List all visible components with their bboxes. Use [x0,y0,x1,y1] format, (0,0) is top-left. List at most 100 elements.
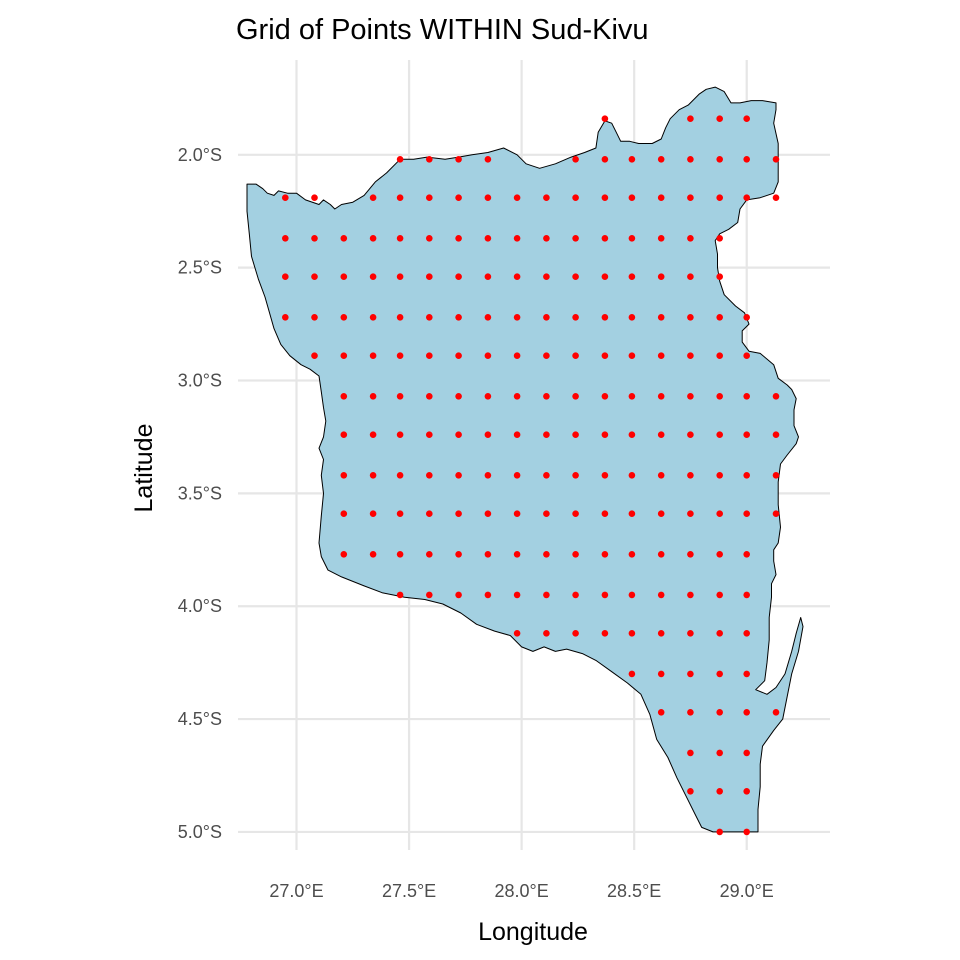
grid-point [716,472,723,479]
grid-point [311,194,318,201]
grid-point [572,235,579,242]
grid-point [311,314,318,321]
grid-point [340,352,348,360]
grid-point [426,431,433,439]
grid-point [628,273,636,281]
grid-point [716,510,723,517]
grid-point [455,314,462,321]
grid-point [601,591,609,599]
grid-point [716,551,723,558]
grid-point [484,314,492,321]
grid-point [743,709,750,716]
grid-point [687,156,694,163]
grid-point [601,156,609,163]
grid-point [772,194,780,201]
grid-point [657,273,665,281]
grid-point [628,352,636,360]
grid-point [513,630,521,637]
grid-point [628,510,636,517]
grid-point [657,352,665,360]
grid-point [743,472,750,479]
grid-point [369,431,377,439]
grid-point [743,749,750,757]
grid-point [716,749,723,757]
grid-point [657,510,665,517]
grid-point [628,630,636,637]
grid-point [628,314,636,321]
grid-point [657,630,665,637]
grid-point [743,352,750,360]
grid-point [628,393,636,400]
grid-point [513,352,521,360]
grid-point [572,314,579,321]
grid-point [572,352,579,360]
grid-point [687,115,694,122]
grid-point [601,235,609,242]
grid-point [455,591,462,599]
grid-point [657,551,665,558]
grid-point [687,314,694,321]
y-axis-ticks: 2.0°S 2.5°S 3.0°S 3.5°S 4.0°S 4.5°S 5.0°S [178,145,222,842]
grid-point [484,472,492,479]
grid-point [772,393,780,400]
grid-point [772,510,780,517]
grid-point [772,709,780,716]
grid-point [687,630,694,637]
grid-point [743,630,750,637]
grid-point [484,156,492,163]
grid-point [513,591,521,599]
grid-point [455,235,462,242]
grid-point [513,472,521,479]
grid-point [484,510,492,517]
grid-point [369,235,377,242]
grid-point [628,235,636,242]
grid-point [657,670,665,678]
grid-point [369,194,377,201]
grid-point [572,630,579,637]
grid-point [601,352,609,360]
grid-point [716,709,723,716]
grid-point [484,591,492,599]
grid-point [455,352,462,360]
grid-point [513,551,521,558]
x-axis-ticks: 27.0°E 27.5°E 28.0°E 28.5°E 29.0°E [269,881,773,901]
grid-point [601,551,609,558]
grid-point [543,352,550,360]
grid-point [572,273,579,281]
grid-point [743,194,750,201]
grid-point [396,156,404,163]
grid-point [543,510,550,517]
grid-point [396,235,404,242]
grid-point [426,235,433,242]
grid-point [543,551,550,558]
grid-point [687,235,694,242]
grid-points [282,115,780,836]
y-tick-label: 4.0°S [178,596,222,616]
grid-point [484,393,492,400]
grid-point [426,273,433,281]
grid-point [716,314,723,321]
grid-point [340,472,348,479]
grid-point [601,194,609,201]
grid-point [513,235,521,242]
grid-point [396,551,404,558]
grid-point [628,472,636,479]
grid-point [455,156,462,163]
grid-point [687,352,694,360]
grid-point [513,273,521,281]
grid-point [743,670,750,678]
grid-point [657,431,665,439]
grid-point [543,235,550,242]
grid-point [282,194,289,201]
grid-point [601,510,609,517]
grid-point [513,431,521,439]
grid-point [572,156,579,163]
grid-point [743,314,750,321]
grid-point [340,393,348,400]
grid-point [743,551,750,558]
grid-point [743,431,750,439]
grid-point [484,431,492,439]
grid-point [687,551,694,558]
grid-point [426,551,433,558]
y-axis-title: Latitude [130,424,158,513]
